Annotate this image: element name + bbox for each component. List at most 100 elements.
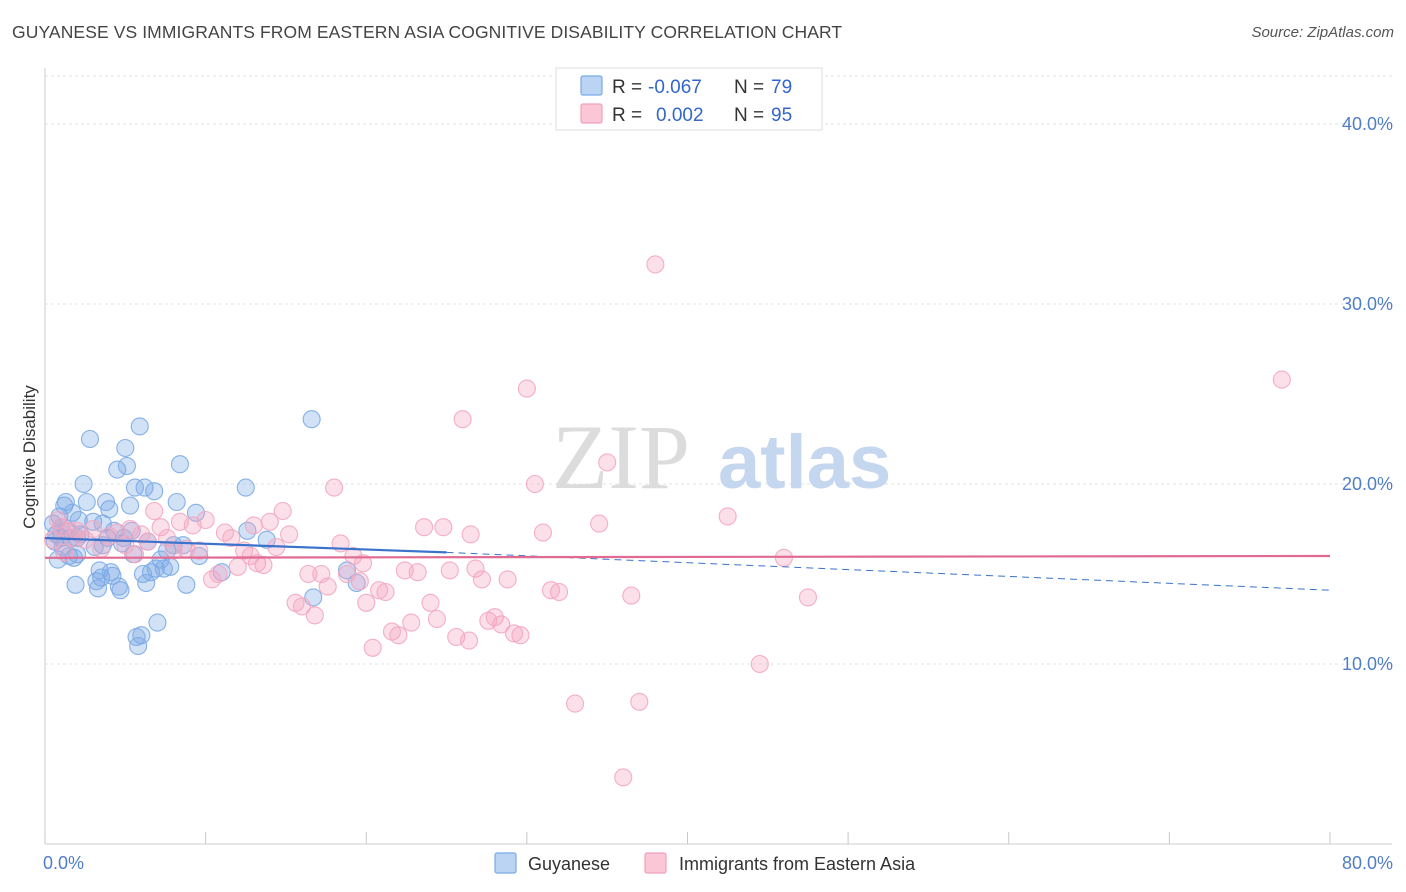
data-point xyxy=(798,588,818,607)
data-point xyxy=(148,613,167,632)
data-point xyxy=(87,572,106,591)
bottom-legend: Guyanese Immigrants from Eastern Asia xyxy=(494,852,916,874)
trend-line-guyanese-extension xyxy=(446,551,1331,591)
data-point xyxy=(492,615,511,634)
data-point xyxy=(466,559,485,578)
data-point xyxy=(117,456,136,476)
data-point xyxy=(517,379,536,398)
data-point xyxy=(590,514,609,533)
data-point xyxy=(84,519,103,539)
y-tick-label: 30.0% xyxy=(1342,294,1393,314)
watermark-atlas: atlas xyxy=(718,420,891,505)
data-point xyxy=(257,530,276,549)
legend-n-label-1: N = xyxy=(734,77,764,98)
data-point xyxy=(646,255,665,274)
data-point xyxy=(132,525,151,544)
watermark: ZIP atlas xyxy=(552,406,891,508)
data-point xyxy=(353,554,373,573)
data-point xyxy=(453,410,472,429)
data-point xyxy=(389,626,408,645)
legend-r-value-2: 0.002 xyxy=(656,105,704,126)
bottom-legend-eastern-asia: Immigrants from Eastern Asia xyxy=(679,854,916,874)
data-point xyxy=(161,557,180,576)
data-point xyxy=(614,768,633,787)
data-point xyxy=(125,545,144,564)
data-point xyxy=(598,453,617,472)
legend-r-label-1: R = xyxy=(612,77,642,98)
data-point xyxy=(302,410,321,429)
legend-r-value-1: -0.067 xyxy=(648,77,702,98)
data-point xyxy=(88,579,108,598)
legend-n-value-1: 79 xyxy=(771,77,792,98)
data-point xyxy=(55,543,74,562)
data-point xyxy=(370,581,389,600)
data-point xyxy=(498,570,517,589)
data-point xyxy=(121,519,140,539)
data-point xyxy=(415,518,434,537)
data-point xyxy=(92,568,111,587)
y-axis-label: Cognitive Disability xyxy=(20,385,39,529)
data-point xyxy=(292,597,312,616)
bottom-legend-guyanese: Guyanese xyxy=(528,854,610,874)
data-point xyxy=(170,455,189,474)
data-point xyxy=(125,478,144,497)
data-point xyxy=(56,492,75,512)
data-point xyxy=(511,626,530,645)
data-point xyxy=(74,474,93,494)
data-point xyxy=(247,554,267,573)
data-point xyxy=(318,577,337,596)
legend-r-label-2: R = xyxy=(612,105,642,126)
data-point xyxy=(427,609,446,629)
data-point xyxy=(77,492,96,512)
data-point xyxy=(750,654,769,674)
data-point xyxy=(121,496,140,515)
data-point xyxy=(116,438,135,458)
data-point xyxy=(241,546,260,566)
data-point xyxy=(130,417,149,436)
legend-n-value-2: 95 xyxy=(771,105,792,126)
data-point xyxy=(108,460,127,479)
data-point xyxy=(190,541,209,560)
data-point xyxy=(111,581,130,600)
data-point xyxy=(566,694,585,713)
data-point xyxy=(525,474,544,494)
data-point xyxy=(137,573,156,593)
data-point xyxy=(347,573,366,593)
data-point xyxy=(177,575,196,594)
data-point xyxy=(504,624,524,643)
data-point xyxy=(212,563,231,582)
data-point xyxy=(459,631,479,650)
data-point xyxy=(305,606,324,625)
data-point xyxy=(549,582,569,602)
bottom-legend-swatch-guyanese xyxy=(494,852,517,874)
data-point xyxy=(174,536,193,555)
source-label: Source: ZipAtlas.com xyxy=(1251,24,1394,41)
trend-line-guyanese xyxy=(44,536,447,554)
data-point xyxy=(485,608,504,627)
legend-swatch-eastern-asia xyxy=(580,103,603,124)
data-point xyxy=(66,575,85,594)
chart-title: GUYANESE VS IMMIGRANTS FROM EASTERN ASIA… xyxy=(12,22,843,42)
data-point xyxy=(630,692,649,711)
data-point xyxy=(236,478,255,497)
data-point xyxy=(622,586,641,605)
data-point xyxy=(129,636,148,656)
y-tick-label: 10.0% xyxy=(1342,654,1393,674)
watermark-zip: ZIP xyxy=(552,406,690,508)
data-points xyxy=(43,255,1291,787)
series-1 xyxy=(43,255,1291,787)
data-point xyxy=(196,510,215,530)
data-point xyxy=(254,555,273,575)
data-point xyxy=(273,501,292,521)
legend-n-label-2: N = xyxy=(734,105,764,126)
data-point xyxy=(280,525,299,544)
data-point xyxy=(402,613,421,632)
data-point xyxy=(167,492,186,512)
data-point xyxy=(363,638,382,657)
data-point xyxy=(132,626,151,645)
data-point xyxy=(434,518,453,537)
data-point xyxy=(299,564,318,584)
legend-swatch-guyanese xyxy=(580,75,603,96)
data-point xyxy=(376,582,395,602)
data-point xyxy=(222,528,241,548)
